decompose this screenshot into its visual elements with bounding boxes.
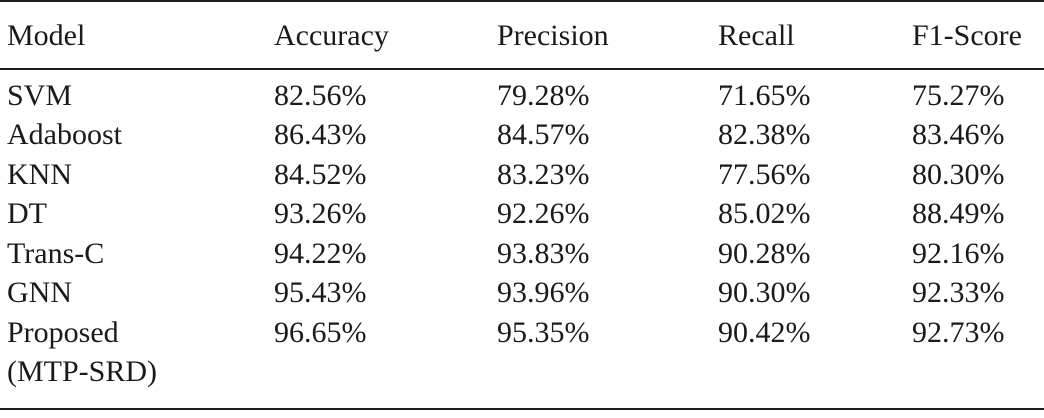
cell-model: SVM xyxy=(7,79,73,112)
cell-f1-score: 92.73% xyxy=(912,316,1005,349)
cell-precision: 79.28% xyxy=(497,79,590,112)
cell-accuracy: 94.22% xyxy=(274,237,367,270)
table-header-rule xyxy=(0,68,1044,70)
cell-precision: 92.26% xyxy=(497,197,590,230)
cell-f1-score: 92.33% xyxy=(912,276,1005,309)
cell-model: GNN xyxy=(7,276,72,309)
cell-precision: 93.96% xyxy=(497,276,590,309)
cell-accuracy: 84.52% xyxy=(274,158,367,191)
cell-accuracy: 96.65% xyxy=(274,316,367,349)
header-accuracy: Accuracy xyxy=(274,19,389,52)
cell-precision: 84.57% xyxy=(497,118,590,151)
cell-f1-score: 88.49% xyxy=(912,197,1005,230)
cell-recall: 90.42% xyxy=(718,316,811,349)
cell-model: Adaboost xyxy=(7,118,122,151)
cell-recall: 85.02% xyxy=(718,197,811,230)
cell-recall: 90.30% xyxy=(718,276,811,309)
cell-precision: 93.83% xyxy=(497,237,590,270)
table-bottom-rule xyxy=(0,408,1044,410)
header-precision: Precision xyxy=(497,19,609,52)
cell-recall: 82.38% xyxy=(718,118,811,151)
cell-f1-score: 80.30% xyxy=(912,158,1005,191)
cell-recall: 77.56% xyxy=(718,158,811,191)
cell-recall: 71.65% xyxy=(718,79,811,112)
header-model: Model xyxy=(7,19,86,52)
header-f1-score: F1-Score xyxy=(912,19,1022,52)
cell-recall: 90.28% xyxy=(718,237,811,270)
cell-model-continuation: (MTP-SRD) xyxy=(7,355,158,388)
cell-accuracy: 82.56% xyxy=(274,79,367,112)
cell-precision: 95.35% xyxy=(497,316,590,349)
cell-accuracy: 86.43% xyxy=(274,118,367,151)
cell-model: DT xyxy=(7,197,47,230)
header-recall: Recall xyxy=(718,19,795,52)
cell-f1-score: 75.27% xyxy=(912,79,1005,112)
cell-model: KNN xyxy=(7,158,72,191)
cell-model: Trans-C xyxy=(7,237,105,270)
cell-precision: 83.23% xyxy=(497,158,590,191)
cell-f1-score: 92.16% xyxy=(912,237,1005,270)
cell-f1-score: 83.46% xyxy=(912,118,1005,151)
cell-accuracy: 93.26% xyxy=(274,197,367,230)
table-top-rule xyxy=(0,0,1044,2)
cell-model: Proposed xyxy=(7,316,119,349)
cell-accuracy: 95.43% xyxy=(274,276,367,309)
